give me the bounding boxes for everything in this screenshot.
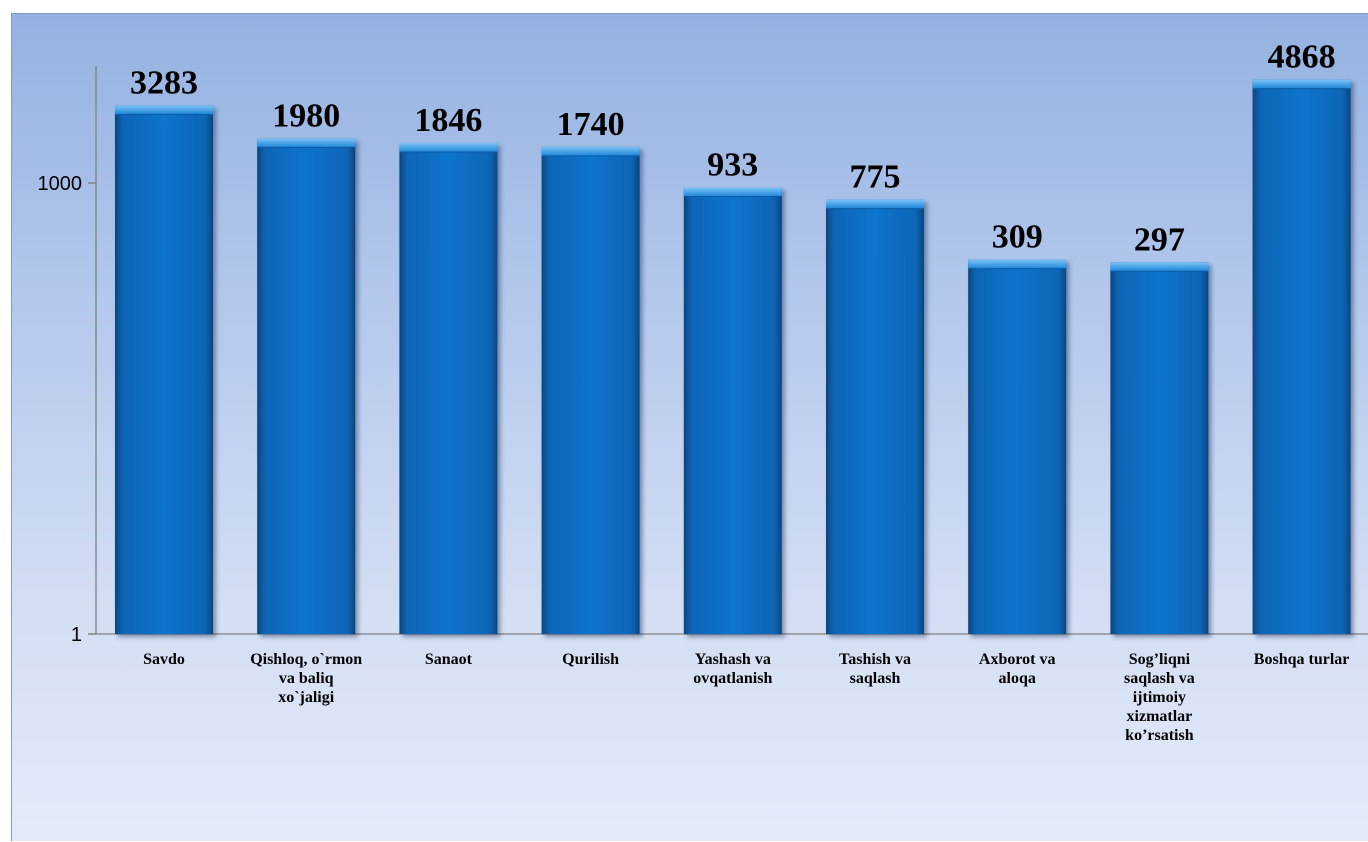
- data-label: 3283: [130, 64, 198, 101]
- category-label-line: Qishloq, o`rmon: [250, 651, 362, 668]
- category-label-line: ko’rsatish: [1125, 727, 1194, 744]
- bar: [684, 188, 782, 634]
- bar: [1110, 262, 1208, 634]
- bar-chart: 1 1000 3283 Savdo 1980 Qishloq, o`rmon va bal…: [12, 14, 1368, 842]
- category-label-line: ijtimoiy: [1133, 689, 1186, 706]
- data-label: 933: [707, 147, 758, 184]
- data-label: 775: [850, 159, 901, 196]
- bar-cap: [826, 200, 924, 209]
- category-label-line: Sog’liqni: [1129, 651, 1191, 668]
- bar-cap: [968, 260, 1066, 269]
- category-label: Axborot va aloqa: [979, 651, 1056, 687]
- bar-cap: [399, 143, 497, 152]
- bar-body: [542, 147, 640, 634]
- bar-body: [1110, 262, 1208, 634]
- bar-body: [257, 138, 355, 634]
- category-label-line: Boshqa turlar: [1254, 651, 1350, 668]
- data-label: 1980: [272, 97, 340, 134]
- category-label-line: ovqatlanish: [693, 670, 772, 687]
- category-label-line: Savdo: [143, 651, 185, 668]
- y-tick-label: 1: [71, 624, 82, 646]
- category-label: Qurilish: [562, 651, 619, 668]
- bar-cap: [1253, 80, 1351, 89]
- bar: [826, 200, 924, 634]
- data-label: 1846: [414, 102, 482, 139]
- category-label-line: Sanaot: [425, 651, 473, 668]
- bar: [257, 138, 355, 634]
- bar-body: [968, 260, 1066, 634]
- bar-body: [684, 188, 782, 634]
- category-label: Sog’liqni saqlash va ijtimoiy xizmatlar ko’r…: [1124, 651, 1195, 744]
- bar: [968, 260, 1066, 634]
- category-label: Yashash va ovqatlanish: [693, 651, 772, 687]
- bar: [542, 147, 640, 634]
- y-tick-label: 1000: [38, 173, 83, 195]
- category-label-line: saqlash: [850, 670, 901, 687]
- category-label-line: aloqa: [999, 670, 1036, 687]
- chart-area: 1 1000 3283 Savdo 1980 Qishloq, o`rmon va bal…: [11, 13, 1368, 841]
- category-label: Tashish va saqlash: [839, 651, 911, 687]
- bar-cap: [542, 147, 640, 156]
- bar-cap: [257, 138, 355, 147]
- bar-cap: [684, 188, 782, 197]
- category-label: Boshqa turlar: [1254, 651, 1350, 668]
- category-label-line: saqlash va: [1124, 670, 1195, 687]
- data-label: 4868: [1268, 39, 1336, 76]
- data-label: 297: [1134, 221, 1185, 258]
- category-label: Qishloq, o`rmon va baliq xo`jaligi: [250, 651, 362, 706]
- bar-body: [1253, 80, 1351, 634]
- bar-body: [115, 105, 213, 634]
- category-label-line: Tashish va: [839, 651, 911, 668]
- category-label-line: xizmatlar: [1127, 708, 1193, 725]
- category-label-line: xo`jaligi: [278, 689, 335, 706]
- category-label-line: Qurilish: [562, 651, 619, 668]
- category-label-line: va baliq: [279, 670, 334, 687]
- data-label: 1740: [557, 106, 625, 143]
- bar: [1253, 80, 1351, 634]
- category-label: Savdo: [143, 651, 185, 668]
- bar-body: [826, 200, 924, 634]
- bar-cap: [115, 105, 213, 114]
- bar: [399, 143, 497, 634]
- category-label: Sanaot: [425, 651, 473, 668]
- bar-body: [399, 143, 497, 634]
- data-label: 309: [992, 219, 1043, 256]
- bar-cap: [1110, 262, 1208, 271]
- category-label-line: Axborot va: [979, 651, 1056, 668]
- category-label-line: Yashash va: [695, 651, 771, 668]
- bar: [115, 105, 213, 634]
